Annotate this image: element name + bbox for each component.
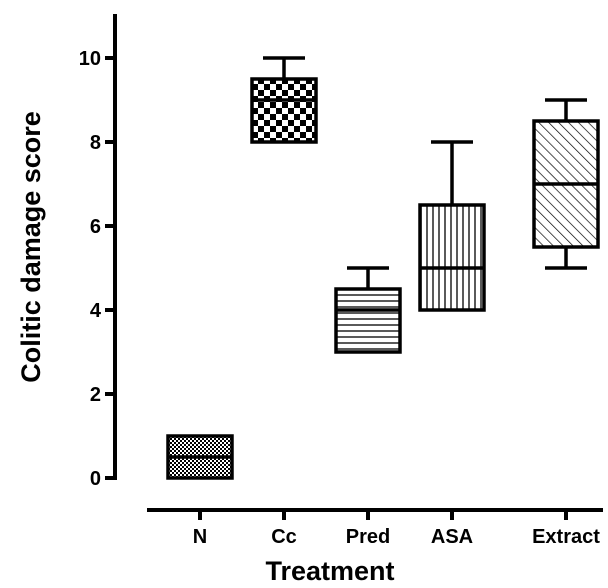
y-tick-label: 10 [79,48,101,70]
x-tick-label: Cc [271,526,297,548]
box-extract [532,98,600,270]
box-cc [250,56,318,144]
y-tick-label: 0 [90,468,101,490]
box-body [334,287,402,354]
y-tick-label: 2 [90,384,101,406]
box-n [166,434,234,480]
box-body [250,77,318,144]
y-tick-label: 4 [90,300,102,322]
y-tick-label: 8 [90,132,101,154]
box-body [418,203,486,312]
y-tick-label: 6 [90,216,101,238]
x-tick-label: N [193,526,207,548]
x-tick-label: ASA [431,526,473,548]
x-tick-label: Extract [532,526,600,548]
y-axis: 0 2 4 6 8 10 [79,14,117,490]
x-axis-title: Treatment [265,556,394,586]
box-pred [334,266,402,354]
y-axis-title: Colitic damage score [16,111,46,383]
x-tick-label: Pred [346,526,390,548]
x-axis: N Cc Pred ASA Extract [147,508,603,548]
box-asa [418,140,486,312]
boxes-layer [166,56,600,480]
